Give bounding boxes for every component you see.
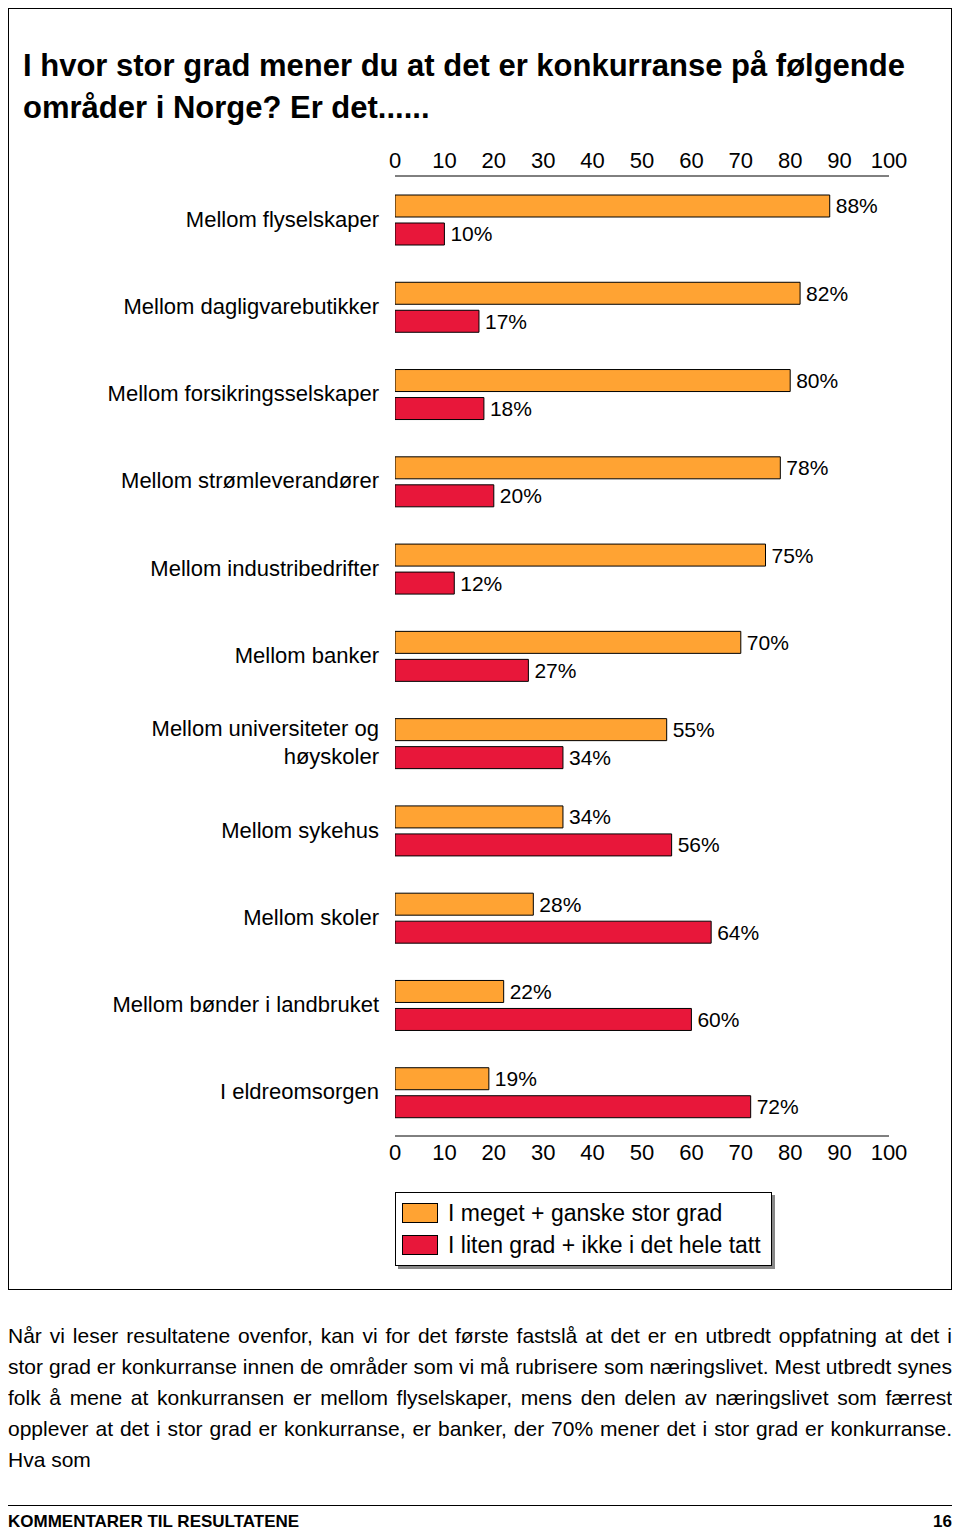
- svg-text:Mellom dagligvarebutikker: Mellom dagligvarebutikker: [123, 294, 379, 319]
- html-text:16: 16: [933, 1512, 952, 1531]
- svg-text:10: 10: [432, 148, 456, 173]
- svg-text:0: 0: [389, 1140, 401, 1165]
- svg-text:78%: 78%: [786, 456, 828, 479]
- svg-text:30: 30: [531, 148, 555, 173]
- html-text:Når vi leser resultatene ovenf: Når vi leser resultatene ovenfor, kan vi…: [8, 1324, 952, 1471]
- svg-text:Mellom banker: Mellom banker: [235, 643, 379, 668]
- svg-text:100: 100: [871, 1140, 908, 1165]
- svg-text:17%: 17%: [485, 310, 527, 333]
- svg-text:19%: 19%: [495, 1067, 537, 1090]
- svg-text:27%: 27%: [534, 659, 576, 682]
- svg-text:Mellom forsikringsselskaper: Mellom forsikringsselskaper: [108, 381, 379, 406]
- svg-text:30: 30: [531, 1140, 555, 1165]
- svg-text:Mellom bønder i landbruket: Mellom bønder i landbruket: [112, 992, 379, 1017]
- svg-text:40: 40: [580, 148, 604, 173]
- svg-text:10: 10: [432, 1140, 456, 1165]
- svg-text:90: 90: [827, 1140, 851, 1165]
- html-text:I hvor stor grad mener du at d: I hvor stor grad mener du at det er konk…: [23, 48, 905, 125]
- svg-text:80%: 80%: [796, 369, 838, 392]
- svg-text:I eldreomsorgen: I eldreomsorgen: [220, 1079, 379, 1104]
- svg-text:70: 70: [729, 1140, 753, 1165]
- svg-text:80: 80: [778, 148, 802, 173]
- svg-text:18%: 18%: [490, 397, 532, 420]
- svg-text:55%: 55%: [673, 718, 715, 741]
- html-text:I liten grad + ikke i det hele: I liten grad + ikke i det hele tatt: [448, 1231, 761, 1258]
- svg-text:70: 70: [729, 148, 753, 173]
- html-text:KOMMENTARER TIL RESULTATENE: KOMMENTARER TIL RESULTATENE: [8, 1512, 300, 1531]
- svg-text:64%: 64%: [717, 921, 759, 944]
- svg-text:20%: 20%: [500, 484, 542, 507]
- svg-text:34%: 34%: [569, 805, 611, 828]
- svg-text:12%: 12%: [460, 572, 502, 595]
- svg-text:20: 20: [482, 148, 506, 173]
- html-text:I meget + ganske stor grad: I meget + ganske stor grad: [448, 1199, 723, 1226]
- svg-text:0: 0: [389, 148, 401, 173]
- svg-text:90: 90: [827, 148, 851, 173]
- svg-text:Mellom skoler: Mellom skoler: [243, 905, 379, 930]
- svg-text:Mellom sykehus: Mellom sykehus: [221, 818, 379, 843]
- svg-text:60: 60: [679, 1140, 703, 1165]
- svg-text:Mellom universiteter oghøyskol: Mellom universiteter oghøyskoler: [152, 716, 379, 769]
- svg-text:Mellom strømleverandører: Mellom strømleverandører: [121, 468, 379, 493]
- svg-text:28%: 28%: [539, 893, 581, 916]
- svg-text:75%: 75%: [772, 544, 814, 567]
- svg-text:72%: 72%: [757, 1095, 799, 1118]
- svg-text:82%: 82%: [806, 282, 848, 305]
- svg-text:10%: 10%: [450, 222, 492, 245]
- svg-text:60%: 60%: [697, 1008, 739, 1031]
- svg-text:80: 80: [778, 1140, 802, 1165]
- svg-text:40: 40: [580, 1140, 604, 1165]
- svg-text:Mellom industribedrifter: Mellom industribedrifter: [150, 556, 379, 581]
- svg-text:22%: 22%: [510, 980, 552, 1003]
- svg-text:100: 100: [871, 148, 908, 173]
- svg-text:70%: 70%: [747, 631, 789, 654]
- svg-text:Mellom flyselskaper: Mellom flyselskaper: [186, 207, 379, 232]
- svg-text:34%: 34%: [569, 746, 611, 769]
- svg-text:20: 20: [482, 1140, 506, 1165]
- svg-text:60: 60: [679, 148, 703, 173]
- svg-text:56%: 56%: [678, 833, 720, 856]
- svg-text:88%: 88%: [836, 194, 878, 217]
- svg-text:50: 50: [630, 1140, 654, 1165]
- svg-text:50: 50: [630, 148, 654, 173]
